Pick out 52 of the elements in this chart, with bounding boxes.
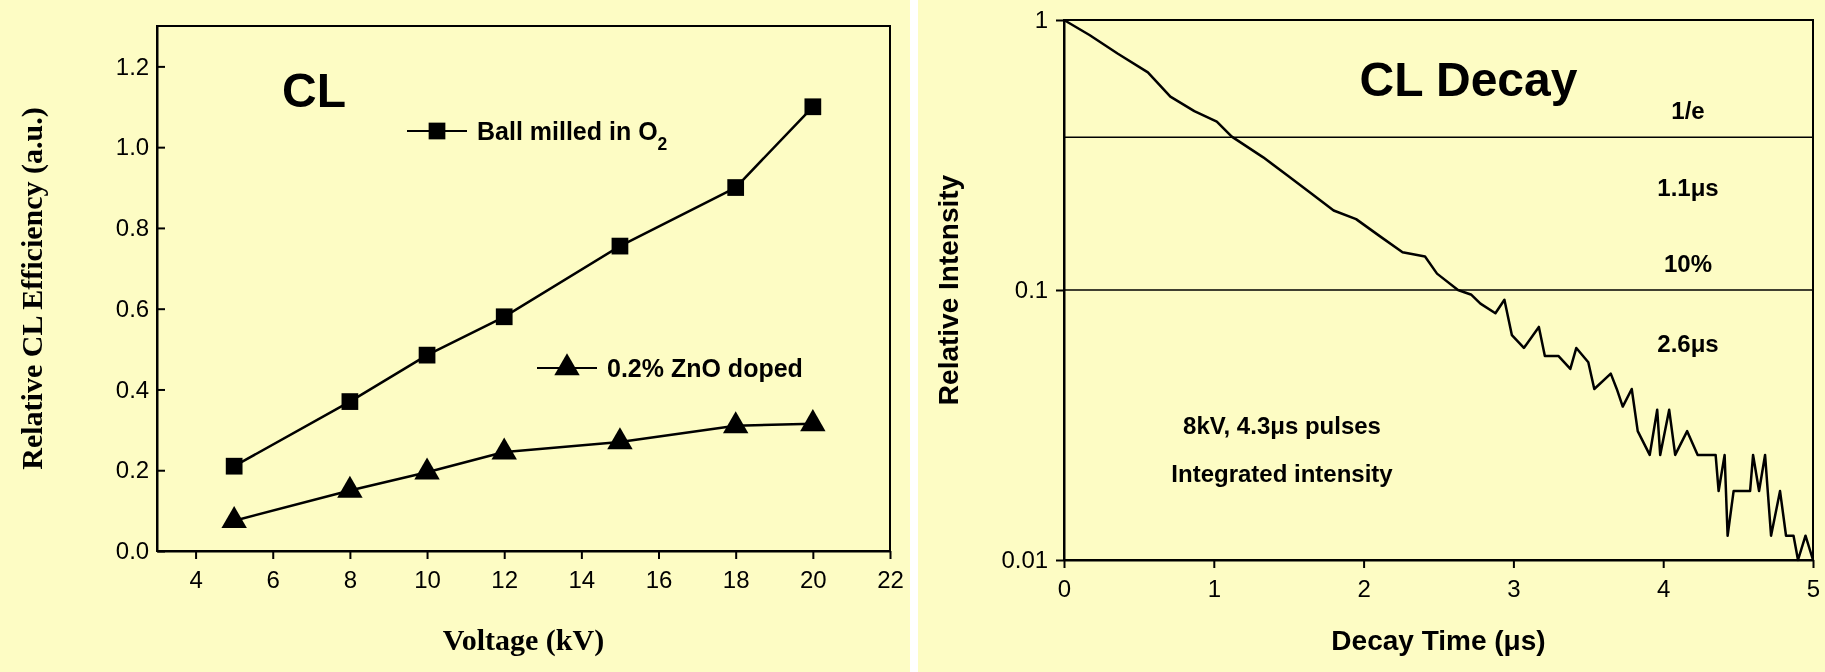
x-axis-title: Voltage (kV) — [442, 623, 605, 657]
x-axis-title: Decay Time (μs) — [1331, 625, 1546, 656]
ref-line-label: 10% — [1663, 250, 1713, 277]
point — [722, 411, 749, 434]
x-tick-label: 3 — [1507, 575, 1521, 603]
point — [221, 506, 247, 529]
x-tick-label: 10 — [414, 566, 441, 594]
x-tick-label: 2 — [1357, 575, 1371, 603]
y-tick-label: 1.2 — [115, 52, 150, 80]
x-tick-label: 14 — [568, 566, 596, 594]
annotation: 8kV, 4.3μs pulses — [1183, 412, 1381, 439]
x-tick-label: 18 — [722, 566, 750, 594]
point — [414, 457, 440, 480]
y-tick-label: 1.0 — [115, 133, 150, 161]
point — [611, 237, 629, 255]
y-axis-title: Relative CL Efficiency (a.u.) — [15, 107, 49, 470]
y-tick-label: 0.2 — [115, 456, 150, 484]
x-tick-label: 22 — [877, 566, 904, 594]
annotation: 1.1μs — [1657, 174, 1719, 201]
x-tick-label: 1 — [1207, 575, 1221, 603]
x-tick-label: 5 — [1806, 575, 1821, 603]
x-tick-label: 0 — [1057, 575, 1072, 603]
point — [607, 427, 633, 450]
y-tick-label: 0.1 — [1014, 276, 1049, 304]
point — [727, 179, 745, 196]
point — [800, 409, 826, 432]
text: CL — [282, 64, 346, 117]
x-tick-label: 8 — [343, 566, 358, 594]
y-axis-title: Relative Intensity — [933, 174, 964, 406]
y-tick-label: 1 — [1034, 6, 1049, 34]
point — [495, 308, 513, 326]
legend-label: 0.2% ZnO doped — [607, 354, 803, 382]
point — [418, 346, 436, 364]
y-tick-label: 0.4 — [115, 375, 150, 403]
x-tick-label: 12 — [491, 566, 519, 594]
x-tick-label: 6 — [266, 566, 280, 594]
ref-line-label: 1/e — [1671, 97, 1705, 125]
x-tick-label: 16 — [645, 566, 673, 594]
point — [337, 475, 363, 498]
annotation: Integrated intensity — [1171, 460, 1394, 487]
legend-label: Ball milled in O$_{2}$ — [477, 117, 668, 154]
x-tick-label: 4 — [189, 566, 203, 594]
text: CL Decay — [1359, 53, 1578, 106]
y-tick-label: 0.0 — [115, 537, 150, 565]
y-tick-label: 0.8 — [115, 214, 150, 242]
annotation: 2.6μs — [1657, 330, 1719, 357]
point — [804, 98, 822, 116]
y-tick-label: 0.01 — [1001, 546, 1049, 574]
x-tick-label: 4 — [1657, 575, 1671, 603]
x-tick-label: 20 — [799, 566, 827, 594]
y-tick-label: 0.6 — [115, 294, 150, 322]
point — [491, 437, 517, 460]
